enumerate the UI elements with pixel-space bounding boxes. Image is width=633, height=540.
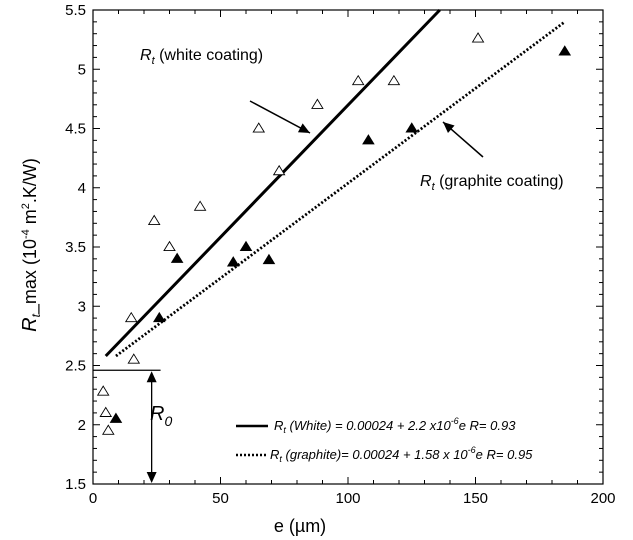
point-white bbox=[147, 214, 161, 225]
annotation-graphite-coating: Rt (graphite coating) bbox=[420, 173, 564, 193]
point-graphite bbox=[239, 240, 253, 252]
point-graphite bbox=[170, 252, 184, 263]
y-tick-label: 4.5 bbox=[65, 121, 86, 138]
y-tick-label: 1.5 bbox=[65, 476, 86, 493]
point-white bbox=[193, 200, 207, 211]
y-axis-label: Rt_max (10-4 m2.K/W) bbox=[19, 158, 43, 332]
point-graphite bbox=[152, 311, 166, 323]
x-axis-label: e (µm) bbox=[274, 516, 326, 536]
y-tick-label: 4 bbox=[78, 180, 86, 197]
point-graphite bbox=[226, 256, 240, 267]
point-graphite bbox=[262, 253, 276, 265]
legend-label-graphite: Rt (graphite)= 0.00024 + 1.58 x 10-6e R=… bbox=[270, 445, 533, 464]
point-white bbox=[96, 385, 110, 396]
point-white bbox=[99, 406, 113, 417]
x-tick-label: 150 bbox=[463, 490, 488, 507]
fit-line-graphite bbox=[115, 20, 566, 358]
point-white bbox=[272, 164, 286, 176]
y-tick-label: 5 bbox=[78, 61, 86, 78]
point-white bbox=[101, 424, 115, 435]
point-white bbox=[124, 311, 138, 323]
point-white bbox=[163, 240, 176, 252]
y-tick-label: 3.5 bbox=[65, 239, 86, 256]
x-tick-label: 0 bbox=[89, 490, 97, 507]
point-white bbox=[127, 353, 141, 364]
plot-marks: 0 50 100 150 200 1.5 2 2.5 3 3.5 4 4.5 5 5.5 bbox=[65, 2, 615, 507]
y-tick-label: 5.5 bbox=[65, 2, 86, 19]
point-white bbox=[471, 32, 485, 43]
point-white bbox=[351, 74, 365, 86]
point-graphite bbox=[109, 412, 123, 423]
arrow-white-coating-head bbox=[297, 123, 310, 133]
r0-arrow-head-bottom bbox=[146, 472, 157, 483]
x-tick-label: 100 bbox=[335, 490, 360, 507]
y-tick-label: 2 bbox=[78, 417, 86, 434]
arrow-white-coating-shaft bbox=[249, 100, 311, 134]
r0-arrow-head-top bbox=[146, 371, 157, 383]
point-white bbox=[387, 74, 401, 86]
x-tick-label: 50 bbox=[212, 490, 229, 507]
point-graphite bbox=[558, 45, 572, 56]
arrow-graphite-coating-head bbox=[443, 122, 455, 134]
annotation-white-coating: Rt (white coating) bbox=[140, 47, 263, 67]
point-white bbox=[252, 122, 266, 133]
x-tick-label: 200 bbox=[590, 490, 615, 507]
annotation-r0: R0 bbox=[150, 403, 172, 429]
legend-label-white: Rt (White) = 0.00024 + 2.2 x10-6e R= 0.9… bbox=[274, 416, 516, 435]
point-white bbox=[311, 98, 324, 109]
y-tick-label: 2.5 bbox=[65, 358, 86, 375]
legend: Rt (White) = 0.00024 + 2.2 x10-6e R= 0.9… bbox=[236, 416, 533, 464]
point-graphite bbox=[362, 134, 375, 145]
point-graphite bbox=[405, 122, 419, 133]
fit-line-white bbox=[104, 8, 441, 358]
y-tick-label: 3 bbox=[78, 298, 86, 315]
